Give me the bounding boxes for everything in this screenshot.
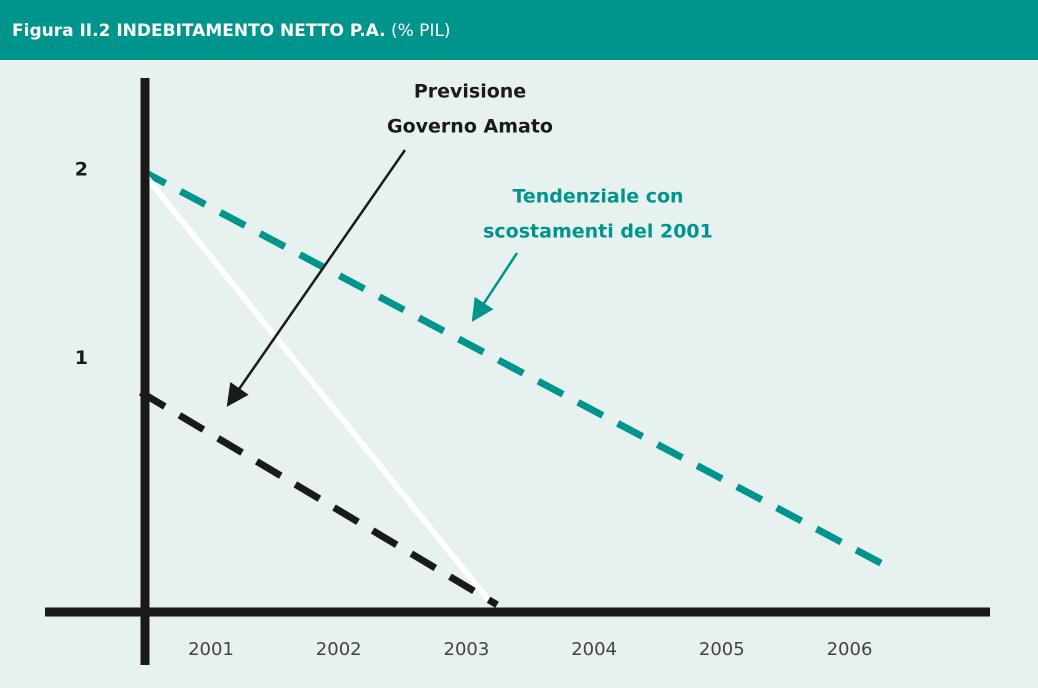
- annotation: Previsione: [414, 81, 526, 103]
- annotation: Governo Amato: [387, 116, 553, 138]
- title-main: Figura II.2 INDEBITAMENTO NETTO P.A.: [12, 21, 386, 41]
- header-bar: [0, 0, 1038, 60]
- arrow: [226, 149, 407, 407]
- annotation: Tendenziale con: [512, 186, 683, 208]
- plot: [138, 167, 884, 608]
- chart-title: Figura II.2 INDEBITAMENTO NETTO P.A. (% …: [12, 21, 451, 41]
- x-tick-label: 2002: [316, 639, 362, 660]
- x-tick-label: 2003: [444, 639, 490, 660]
- arrow: [471, 252, 519, 322]
- y-tick-label: 1: [75, 347, 88, 369]
- x-tick-label: 2004: [571, 639, 617, 660]
- series-line: [139, 167, 884, 567]
- series-line: [138, 389, 499, 608]
- annotation: scostamenti del 2001: [483, 221, 713, 243]
- x-tick-label: 2006: [827, 639, 873, 660]
- title-unit: (% PIL): [391, 21, 451, 41]
- y-tick-label: 2: [75, 159, 88, 181]
- x-tick-label: 2001: [188, 639, 234, 660]
- x-tick-label: 2005: [699, 639, 745, 660]
- series-line: [138, 168, 492, 603]
